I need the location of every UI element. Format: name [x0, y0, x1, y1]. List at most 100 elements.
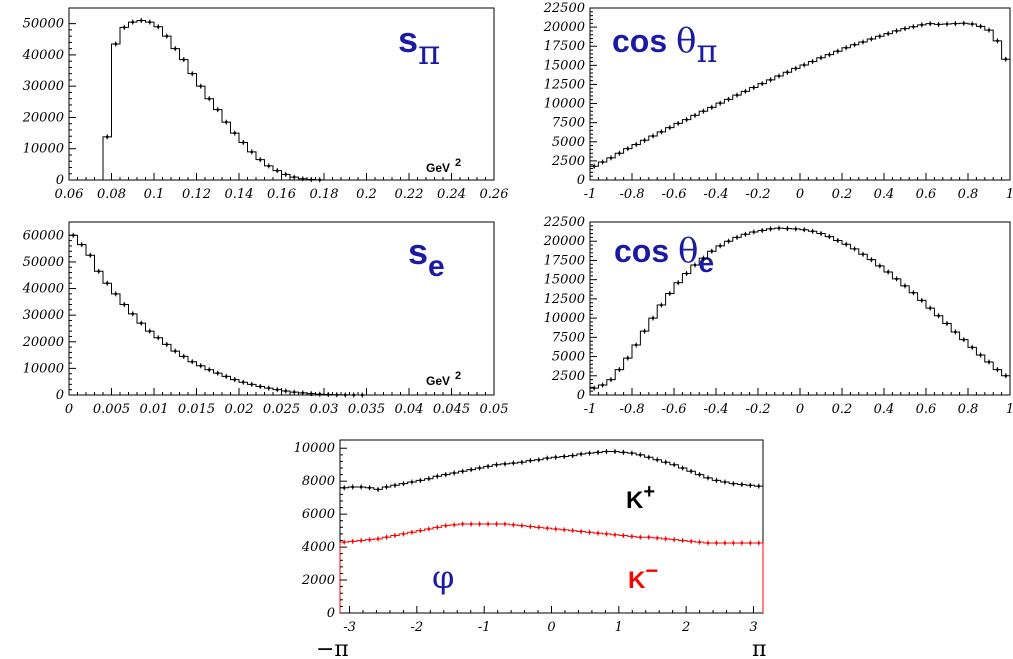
y-tick-label: 6000 — [302, 507, 335, 522]
y-tick-label: 7500 — [552, 116, 585, 131]
y-tick-label: 40000 — [22, 48, 64, 63]
x-tick-label: 0.8 — [958, 187, 979, 202]
histogram-series-0 — [68, 234, 494, 396]
label-minus-pi: −π — [316, 637, 349, 659]
y-tick-label: 0 — [56, 388, 64, 403]
x-tick-label: 0 — [547, 620, 555, 635]
x-tick-label: 0.08 — [97, 187, 126, 202]
y-tick-label: 17500 — [544, 253, 585, 268]
x-tick-label: 0.14 — [225, 187, 254, 202]
y-tick-label: 7500 — [552, 330, 585, 345]
y-tick-label: 20000 — [543, 20, 585, 35]
y-tick-label: 5000 — [552, 350, 585, 365]
x-tick-label: 0.03 — [310, 402, 339, 417]
x-tick-label: -0.2 — [745, 187, 770, 202]
title-s-e: se — [408, 231, 445, 283]
y-tick-label: 10000 — [544, 97, 585, 112]
title-phi: φ — [432, 558, 454, 596]
y-tick-label: 12500 — [544, 77, 585, 92]
x-tick-label: 0.035 — [348, 402, 385, 417]
panel-phi: φ K+ K− −π π -3 -2 -1 0 1 2 3 0 2000 4000 6000 8000… — [294, 439, 766, 659]
y-tick-label: 12500 — [544, 292, 585, 307]
x-tick-label: -0.6 — [661, 187, 686, 202]
x-tick-label: 0.025 — [263, 402, 300, 417]
x-tick-label: 0.01 — [140, 402, 169, 417]
x-tick-label: -1 — [584, 187, 597, 202]
x-tick-label: 0.6 — [916, 187, 937, 202]
title-s-pi: sπ — [398, 19, 440, 73]
x-tick-label: 0 — [796, 187, 804, 202]
x-tick-label: 1 — [1006, 187, 1013, 202]
y-tick-label: 22500 — [543, 215, 585, 230]
y-tick-label: 0 — [56, 173, 64, 188]
histogram-series-0 — [589, 22, 1011, 180]
x-tick-label: 0 — [796, 402, 804, 417]
y-tick-label: 5000 — [552, 135, 585, 150]
x-tick-label: 0.24 — [437, 187, 466, 202]
y-tick-label: 20000 — [22, 110, 64, 125]
x-tick-label: -0.4 — [703, 402, 728, 417]
y-tick-label: 10000 — [23, 142, 64, 157]
x-tick-label: 0.2 — [356, 187, 377, 202]
histogram-series-0 — [102, 20, 333, 181]
y-tick-label: 20000 — [22, 335, 64, 350]
y-tick-label: 0 — [577, 388, 585, 403]
legend-k-minus: K− — [628, 558, 658, 594]
y-tick-label: 10000 — [294, 441, 335, 456]
x-tick-label: -0.6 — [661, 402, 686, 417]
panel-cos-theta-e: cos θe -1-0.8-0.6-0.4-0.200.20.40.60.810… — [543, 215, 1013, 417]
y-tick-label: 50000 — [23, 17, 64, 32]
x-tick-label: -0.2 — [745, 402, 770, 417]
x-tick-label: 0.1 — [144, 187, 165, 202]
y-tick-label: 2000 — [301, 573, 335, 588]
y-tick-label: 30000 — [23, 79, 64, 94]
x-tick-label: 2 — [681, 620, 690, 635]
y-tick-label: 8000 — [302, 474, 335, 489]
x-tick-label: 0.045 — [433, 402, 470, 417]
histogram-series-0 — [589, 227, 1011, 395]
x-tick-label: -2 — [411, 620, 424, 635]
x-tick-label: -1 — [584, 402, 597, 417]
title-cos-theta-pi: cos θπ — [612, 21, 718, 70]
plot-frame — [339, 439, 764, 614]
x-tick-label: 0.05 — [480, 402, 509, 417]
y-tick-label: 10000 — [544, 311, 585, 326]
histogram-series-1 — [339, 523, 764, 613]
x-tick-label: 0.22 — [395, 187, 424, 202]
y-tick-label: 50000 — [23, 255, 64, 270]
x-tick-label: 0.12 — [182, 187, 211, 202]
x-tick-label: 0 — [65, 402, 73, 417]
x-tick-label: -3 — [343, 620, 356, 635]
unit-s-pi: GeV 2 — [426, 157, 461, 175]
y-tick-label: 0 — [327, 606, 335, 621]
x-tick-label: 3 — [749, 620, 757, 635]
x-tick-label: 1 — [615, 620, 623, 635]
y-tick-label: 20000 — [543, 234, 585, 249]
y-tick-label: 2500 — [551, 369, 585, 384]
y-tick-label: 0 — [577, 173, 585, 188]
x-tick-label: 0.26 — [480, 187, 509, 202]
y-tick-label: 15000 — [544, 273, 585, 288]
x-tick-label: 0.2 — [832, 187, 853, 202]
legend-k-plus: K+ — [626, 481, 655, 514]
x-tick-label: -0.4 — [703, 187, 728, 202]
x-tick-label: 0.02 — [225, 402, 254, 417]
x-tick-label: 0.6 — [916, 402, 937, 417]
panel-s-e: se GeV 2 0 0.005 0.01 0.015 0.02 0.025 0.03 0.03… — [22, 221, 509, 417]
panel-cos-theta-pi: cos θπ -1-0.8-0.6-0.4-0.200.20.40.60.810… — [543, 1, 1013, 202]
x-tick-label: 0.4 — [874, 402, 895, 417]
x-tick-label: -0.8 — [619, 402, 644, 417]
unit-s-e: GeV 2 — [426, 370, 461, 388]
x-tick-label: 0.4 — [874, 187, 895, 202]
y-tick-label: 15000 — [544, 58, 585, 73]
x-tick-label: 0.16 — [267, 187, 296, 202]
y-tick-label: 30000 — [23, 308, 64, 323]
y-tick-label: 4000 — [301, 540, 335, 555]
x-tick-label: 0.015 — [178, 402, 215, 417]
x-tick-label: 0.2 — [832, 402, 853, 417]
plot-frame — [68, 221, 495, 396]
label-pi: π — [752, 637, 766, 659]
y-tick-label: 17500 — [544, 39, 585, 54]
x-tick-label: 0.04 — [395, 402, 424, 417]
